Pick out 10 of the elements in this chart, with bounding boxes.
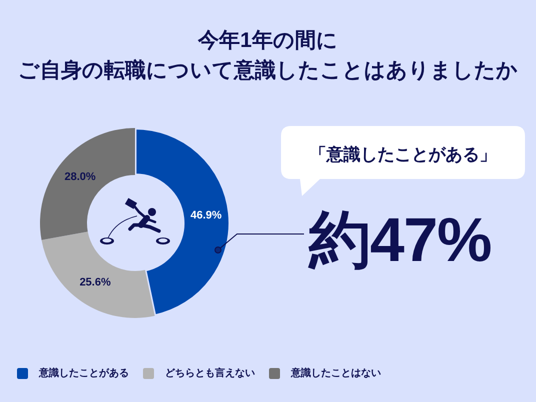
- legend-label: 意識したことがある: [39, 366, 129, 380]
- legend-label: 意識したことはない: [291, 366, 381, 380]
- legend-label: どちらとも言えない: [165, 366, 255, 380]
- chart-title: 今年1年の間に: [196, 28, 339, 54]
- chart-subtitle: ご自身の転職について意識したことはありましたか: [17, 58, 519, 84]
- data-label: 28.0%: [64, 171, 96, 184]
- data-label: 25.6%: [80, 276, 111, 288]
- text: 「意識したことがある」: [308, 144, 498, 166]
- data-label: 46.9%: [190, 210, 222, 222]
- text: 約47%: [309, 205, 492, 277]
